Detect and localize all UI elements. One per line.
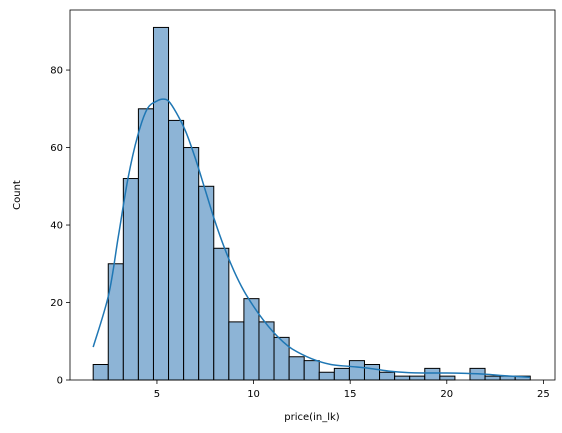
y-tick-label: 40 (50, 221, 63, 232)
histogram-bar (303, 360, 320, 381)
y-tick-label: 80 (50, 66, 63, 77)
y-tick-label: 60 (50, 143, 63, 154)
histogram-bar (107, 263, 124, 381)
plot-frame (69, 9, 556, 381)
x-tick-label: 15 (344, 389, 357, 400)
histogram-bar (439, 375, 456, 381)
x-tick-label: 20 (440, 389, 453, 400)
histogram-bar (424, 367, 441, 381)
histogram-bar (273, 336, 290, 381)
x-tick-label: 5 (154, 389, 160, 400)
histogram-bar (213, 247, 230, 381)
histogram-bar (333, 367, 350, 381)
histogram-bar (394, 375, 411, 381)
histogram-bar (183, 147, 200, 381)
y-tick-label: 0 (57, 376, 63, 387)
y-axis-label: Count (12, 180, 23, 210)
histogram-bars (92, 26, 531, 381)
histogram-bar (379, 371, 396, 381)
histogram-bar (363, 364, 381, 381)
histogram-bar (484, 375, 501, 381)
histogram-bar (137, 108, 154, 381)
histogram-bar (122, 178, 139, 381)
x-tick-label: 10 (247, 389, 260, 400)
histogram-bar (288, 356, 305, 381)
x-tick-label: 25 (537, 389, 550, 400)
histogram-bar (198, 185, 215, 381)
x-axis-ticks: 5 10 15 20 25 (154, 380, 550, 400)
histogram-bar (168, 119, 185, 381)
kde-curve (92, 98, 530, 379)
histogram-bar (92, 364, 109, 381)
histogram-bar (318, 371, 335, 381)
histogram-bar (152, 26, 170, 381)
histogram-bar (348, 360, 365, 381)
histogram-bar (228, 321, 245, 381)
histogram-bar (409, 375, 426, 381)
y-tick-label: 20 (50, 298, 63, 309)
x-axis-label: price(in_lk) (284, 412, 339, 423)
y-axis-ticks: 0 20 40 60 80 (50, 66, 70, 387)
